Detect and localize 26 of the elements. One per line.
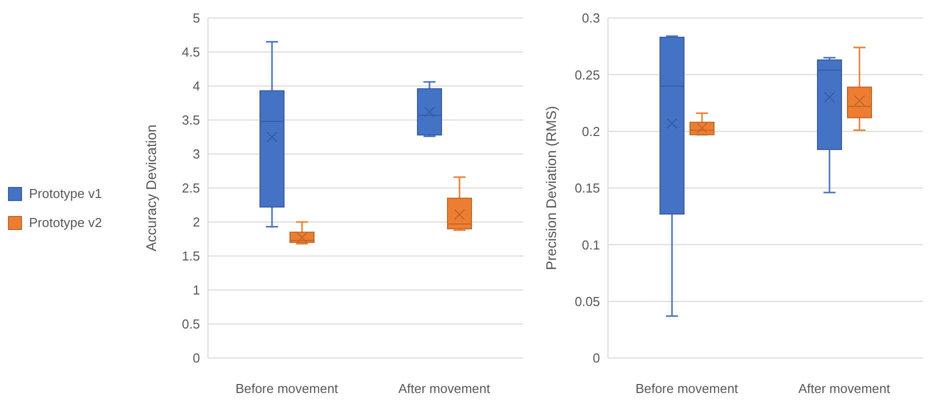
x-tick-label: Before movement (635, 381, 738, 396)
y-tick-label: 0 (192, 350, 200, 366)
y-tick-label: 1 (192, 282, 200, 298)
legend-label: Prototype v1 (29, 186, 102, 201)
y-tick-label: 3 (192, 146, 200, 162)
y-tick-label: 0 (592, 350, 600, 366)
y-axis-title: Precision Deviation (RMS) (542, 106, 559, 270)
y-tick-label: 0.15 (574, 180, 600, 196)
y-tick-label: 0.1 (582, 237, 600, 252)
y-tick-label: 4.5 (182, 44, 200, 60)
y-tick-label: 2.5 (182, 180, 200, 196)
y-tick-label: 2 (192, 214, 200, 230)
y-tick-label: 0.3 (582, 10, 600, 26)
y-tick-label: 4 (192, 78, 200, 94)
y-tick-label: 0.25 (574, 67, 600, 82)
y-tick-label: 5 (192, 10, 200, 26)
y-tick-label: 0.5 (182, 316, 200, 332)
x-tick-label: After movement (798, 381, 891, 396)
legend-label: Prototype v2 (29, 215, 102, 230)
y-axis-title: Accuracy Devication (142, 124, 159, 252)
x-tick-label: After movement (398, 381, 491, 396)
y-tick-label: 0.05 (574, 294, 600, 309)
x-tick-label: Before movement (235, 381, 338, 396)
y-tick-label: 3.5 (182, 112, 200, 128)
y-tick-label: 1.5 (182, 248, 200, 264)
y-tick-label: 0.2 (582, 124, 600, 139)
